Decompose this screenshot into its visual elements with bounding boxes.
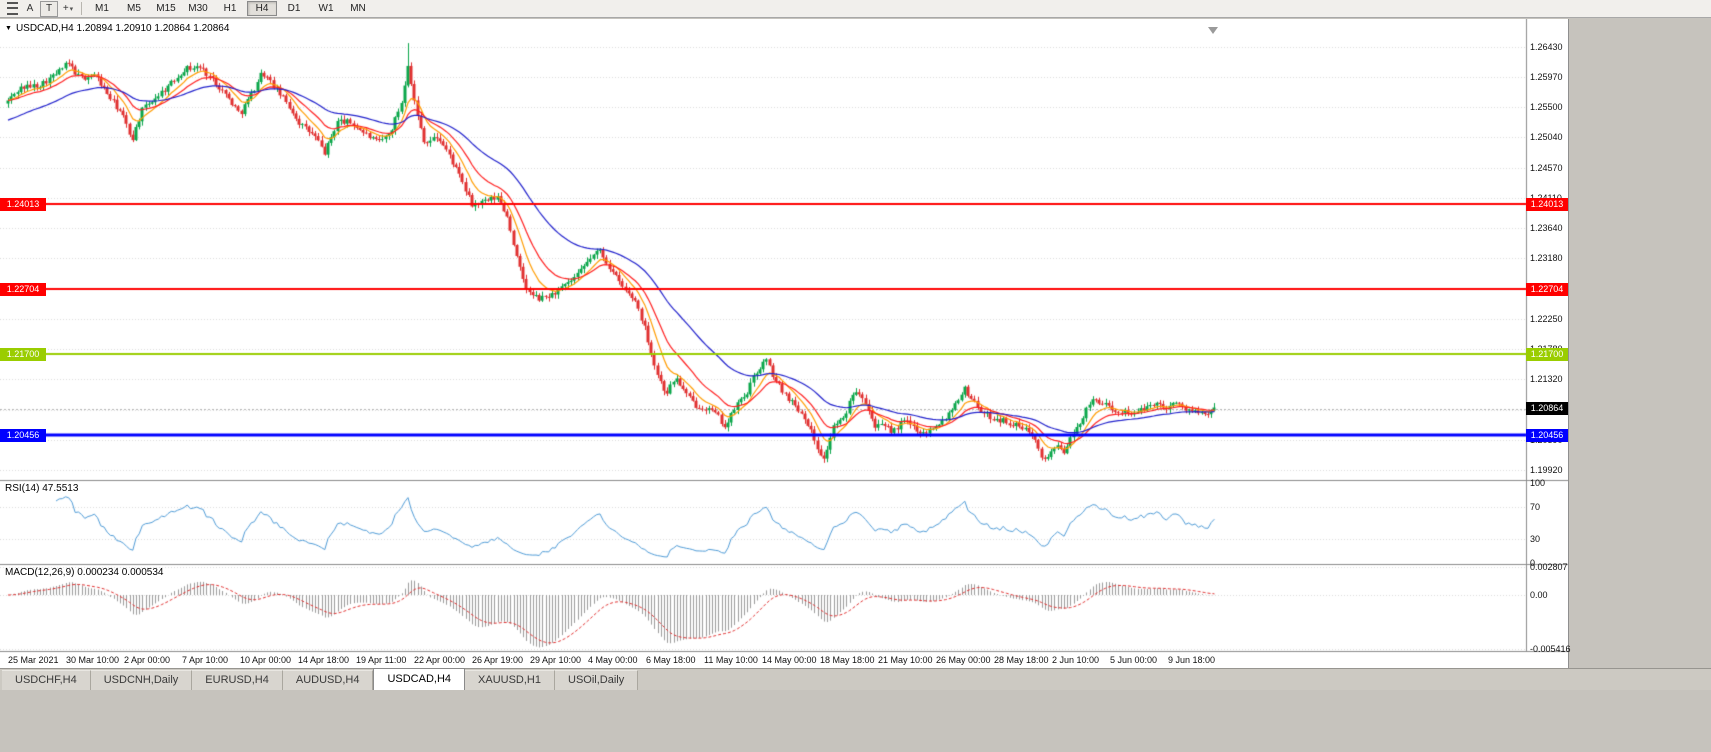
time-axis-label: 29 Apr 10:00 xyxy=(530,655,582,665)
rsi-indicator-label: RSI(14) 47.5513 xyxy=(5,483,79,494)
crosshair-icon: + xyxy=(62,3,69,14)
chart-title: ▼ USDCAD,H4 1.20894 1.20910 1.20864 1.208… xyxy=(5,23,229,34)
hline-price-badge-left: 1.22704 xyxy=(0,282,46,296)
chart-area: ▼ USDCAD,H4 1.20894 1.20910 1.20864 1.208… xyxy=(0,19,1571,668)
timeframe-button-m5[interactable]: M5 xyxy=(127,3,141,14)
rsi-axis-label: 30 xyxy=(1530,534,1541,544)
charts-list-icon[interactable] xyxy=(4,2,20,16)
time-axis-label: 22 Apr 00:00 xyxy=(414,655,466,665)
timeframe-button-d1[interactable]: D1 xyxy=(287,3,301,14)
time-axis-label: 5 Jun 00:00 xyxy=(1110,655,1158,665)
price-axis-label: 1.21320 xyxy=(1530,374,1563,385)
hline-price-badge-left: 1.20456 xyxy=(0,428,46,442)
timeframe-button-m1[interactable]: M1 xyxy=(95,3,109,14)
time-axis-label: 21 May 10:00 xyxy=(878,655,933,665)
timeframe-button-mn[interactable]: MN xyxy=(350,3,366,14)
crosshair-tool-button[interactable]: + ▾ xyxy=(60,2,76,16)
price-axis-label: 1.23180 xyxy=(1530,253,1563,264)
toolbar-separator xyxy=(81,2,82,15)
chart-tab-usdchf[interactable]: USDCHF,H4 xyxy=(2,670,91,690)
price-axis-label: 1.25500 xyxy=(1530,102,1563,113)
macd-axis-label: -0.005416 xyxy=(1530,644,1571,655)
hline-price-badge-right: 1.22704 xyxy=(1526,282,1568,296)
time-axis-label: 26 May 00:00 xyxy=(936,655,991,665)
timeframe-button-w1[interactable]: W1 xyxy=(318,3,334,14)
chart-tab-usdcad[interactable]: USDCAD,H4 xyxy=(373,668,466,690)
time-axis-label: 19 Apr 11:00 xyxy=(356,655,407,665)
timeframe-buttons: M1 M5 M15 M30 H1 H4 D1 W1 MN xyxy=(86,1,374,16)
price-axis-label: 1.23640 xyxy=(1530,223,1563,234)
hline-price-badge-right: 1.24013 xyxy=(1526,197,1568,211)
time-axis-label: 10 Apr 00:00 xyxy=(240,655,292,665)
time-axis-label: 14 Apr 18:00 xyxy=(298,655,350,665)
chart-tab-eurusd[interactable]: EURUSD,H4 xyxy=(192,670,283,690)
chart-tab-audusd[interactable]: AUDUSD,H4 xyxy=(282,670,374,690)
timeframe-button-m30[interactable]: M30 xyxy=(188,3,208,14)
arrow-tool-button[interactable]: A xyxy=(26,3,34,14)
price-axis-label: 1.19920 xyxy=(1530,465,1563,476)
time-axis-label: 9 Jun 18:00 xyxy=(1168,655,1216,665)
time-axis-label: 2 Jun 10:00 xyxy=(1052,655,1100,665)
chart-tabs-bar: USDCHF,H4 USDCNH,Daily EURUSD,H4 AUDUSD,H4 U… xyxy=(0,668,1711,690)
price-axis-label: 1.22250 xyxy=(1530,313,1563,324)
macd-axis-label: 0.00 xyxy=(1530,590,1548,600)
time-axis-label: 14 May 00:00 xyxy=(762,655,817,665)
ohlc-readout: USDCAD,H4 1.20894 1.20910 1.20864 1.2086… xyxy=(15,23,230,34)
price-chart-canvas[interactable] xyxy=(0,19,1568,668)
time-axis-label: 2 Apr 00:00 xyxy=(124,655,171,665)
macd-axis-label: 0.002807 xyxy=(1530,561,1568,572)
price-axis-label: 1.25970 xyxy=(1530,71,1563,82)
macd-indicator-label: MACD(12,26,9) 0.000234 0.000534 xyxy=(5,567,164,578)
timeframe-button-h4[interactable]: H4 xyxy=(247,1,277,16)
timeframe-button-m15[interactable]: M15 xyxy=(156,3,176,14)
rsi-axis-label: 70 xyxy=(1530,502,1541,512)
timeframe-button-h1[interactable]: H1 xyxy=(223,3,237,14)
chart-overlay: ▼ USDCAD,H4 1.20894 1.20910 1.20864 1.208… xyxy=(0,19,1571,668)
rsi-axis-label: 0 xyxy=(1530,558,1536,568)
current-price-badge: 1.20864 xyxy=(1526,402,1568,416)
price-axis-label: 1.24570 xyxy=(1530,162,1563,173)
chart-tab-xauusd[interactable]: XAUUSD,H1 xyxy=(465,670,555,690)
time-axis-label: 30 Mar 10:00 xyxy=(66,655,120,665)
time-axis-label: 18 May 18:00 xyxy=(820,655,875,665)
toolbar: A T + ▾ M1 M5 M15 M30 H1 H4 D1 W1 MN xyxy=(0,0,1711,18)
rsi-axis-label: 100 xyxy=(1530,478,1546,488)
time-axis-label: 25 Mar 2021 xyxy=(8,655,59,665)
chevron-down-icon: ▾ xyxy=(69,5,74,13)
price-axis-label: 1.26430 xyxy=(1530,42,1563,52)
hline-price-badge-left: 1.21700 xyxy=(0,347,46,361)
time-axis-label: 4 May 00:00 xyxy=(588,655,638,665)
text-tool-button[interactable]: T xyxy=(40,0,58,17)
chart-tab-usoil[interactable]: USOil,Daily xyxy=(555,670,639,690)
hline-price-badge-right: 1.21700 xyxy=(1526,347,1568,361)
chart-tab-usdcnh[interactable]: USDCNH,Daily xyxy=(90,670,193,690)
chart-tabs: USDCHF,H4 USDCNH,Daily EURUSD,H4 AUDUSD,H4 U… xyxy=(2,668,639,690)
time-axis-label: 11 May 10:00 xyxy=(704,655,758,665)
time-axis-label: 28 May 18:00 xyxy=(994,655,1049,665)
time-axis-label: 26 Apr 19:00 xyxy=(472,655,524,665)
hline-price-badge-left: 1.24013 xyxy=(0,197,46,211)
menu-icon xyxy=(6,2,18,15)
chart-shift-marker-icon[interactable] xyxy=(1208,27,1218,34)
time-axis-label: 7 Apr 10:00 xyxy=(182,655,229,665)
price-axis-label: 1.25040 xyxy=(1530,132,1563,143)
hline-price-badge-right: 1.20456 xyxy=(1526,428,1568,442)
time-axis-label: 6 May 18:00 xyxy=(646,655,696,665)
symbol-dropdown-icon[interactable]: ▼ xyxy=(5,25,12,32)
